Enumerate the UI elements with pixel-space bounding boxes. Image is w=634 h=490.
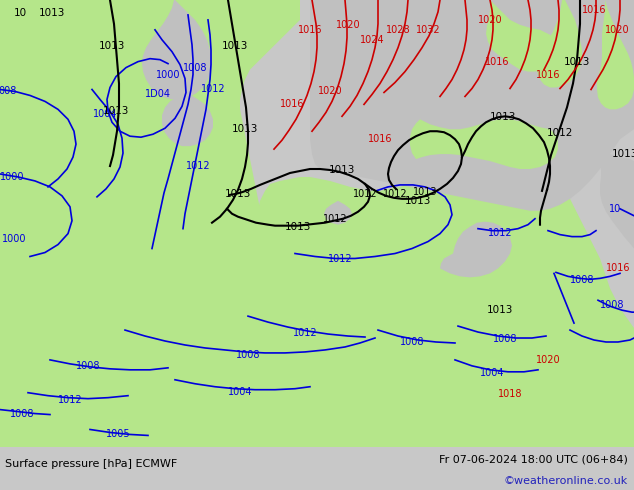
Text: 1000: 1000 — [0, 172, 24, 182]
Text: 1020: 1020 — [605, 25, 630, 35]
Text: 1020: 1020 — [536, 355, 560, 365]
Text: 1024: 1024 — [359, 35, 384, 45]
Text: 1004: 1004 — [228, 387, 252, 397]
Polygon shape — [0, 0, 308, 447]
Text: 1005: 1005 — [106, 429, 131, 440]
Text: 1016: 1016 — [605, 264, 630, 273]
Text: 1000: 1000 — [156, 70, 180, 79]
Text: 1013: 1013 — [232, 124, 258, 134]
Text: 1008: 1008 — [570, 275, 594, 285]
Text: 1012: 1012 — [353, 189, 377, 199]
Text: 1020: 1020 — [318, 86, 342, 97]
Text: 1012: 1012 — [328, 254, 353, 265]
Text: 1012: 1012 — [293, 328, 317, 338]
Text: 1013: 1013 — [329, 165, 355, 175]
Text: 1012: 1012 — [201, 84, 225, 95]
Text: 1016: 1016 — [536, 70, 560, 79]
Text: 1008: 1008 — [75, 361, 100, 371]
Text: 008: 008 — [0, 86, 17, 97]
Text: 1012: 1012 — [547, 128, 573, 138]
Polygon shape — [324, 201, 352, 225]
Text: Fr 07-06-2024 18:00 UTC (06+84): Fr 07-06-2024 18:00 UTC (06+84) — [439, 454, 628, 465]
Polygon shape — [486, 0, 558, 72]
Text: 1013: 1013 — [405, 196, 431, 206]
Text: 1008: 1008 — [400, 337, 424, 347]
Text: 1000: 1000 — [2, 234, 26, 244]
Text: 1013: 1013 — [99, 41, 125, 51]
Text: 1016: 1016 — [280, 99, 304, 109]
Polygon shape — [600, 149, 634, 248]
Polygon shape — [537, 0, 582, 88]
Text: 1013: 1013 — [222, 41, 248, 51]
Text: 1008: 1008 — [10, 409, 34, 418]
Text: 10: 10 — [609, 204, 621, 214]
Text: 1012: 1012 — [58, 394, 82, 405]
Text: 1016: 1016 — [485, 57, 509, 67]
Text: 1013: 1013 — [413, 187, 437, 197]
Polygon shape — [142, 0, 212, 99]
Polygon shape — [162, 94, 213, 146]
Text: 1013: 1013 — [487, 305, 513, 315]
Text: 1016: 1016 — [298, 25, 322, 35]
Text: 1012: 1012 — [488, 228, 512, 238]
Text: 1D04: 1D04 — [145, 90, 171, 99]
Text: 1004: 1004 — [480, 368, 504, 378]
Polygon shape — [410, 119, 558, 169]
Text: 1013: 1013 — [490, 112, 516, 122]
Text: 1004: 1004 — [93, 109, 117, 120]
Text: 1020: 1020 — [335, 20, 360, 30]
Polygon shape — [0, 174, 634, 447]
Text: 1018: 1018 — [498, 389, 522, 399]
Text: 1012: 1012 — [186, 161, 210, 171]
Text: 1013: 1013 — [103, 106, 129, 116]
Text: 1016: 1016 — [368, 134, 392, 144]
Text: 1012: 1012 — [383, 189, 407, 199]
Text: 1028: 1028 — [385, 25, 410, 35]
Text: 1008: 1008 — [600, 300, 624, 310]
Text: 1008: 1008 — [236, 350, 260, 360]
Text: 1012: 1012 — [323, 214, 347, 224]
Text: Surface pressure [hPa] ECMWF: Surface pressure [hPa] ECMWF — [5, 460, 178, 469]
Text: 1016: 1016 — [582, 5, 606, 15]
Polygon shape — [310, 0, 634, 211]
Polygon shape — [597, 0, 634, 109]
Text: 10: 10 — [13, 8, 27, 18]
Text: 1008: 1008 — [183, 63, 207, 73]
Text: 1032: 1032 — [416, 25, 440, 35]
Text: ©weatheronline.co.uk: ©weatheronline.co.uk — [503, 476, 628, 486]
Text: 1008: 1008 — [493, 334, 517, 344]
Text: 1020: 1020 — [477, 15, 502, 25]
Text: 1013: 1013 — [564, 57, 590, 67]
Text: 1013: 1013 — [612, 149, 634, 159]
Text: 1013: 1013 — [39, 8, 65, 18]
Text: 1013: 1013 — [225, 189, 251, 199]
Text: 1013: 1013 — [285, 221, 311, 232]
Polygon shape — [440, 221, 512, 277]
